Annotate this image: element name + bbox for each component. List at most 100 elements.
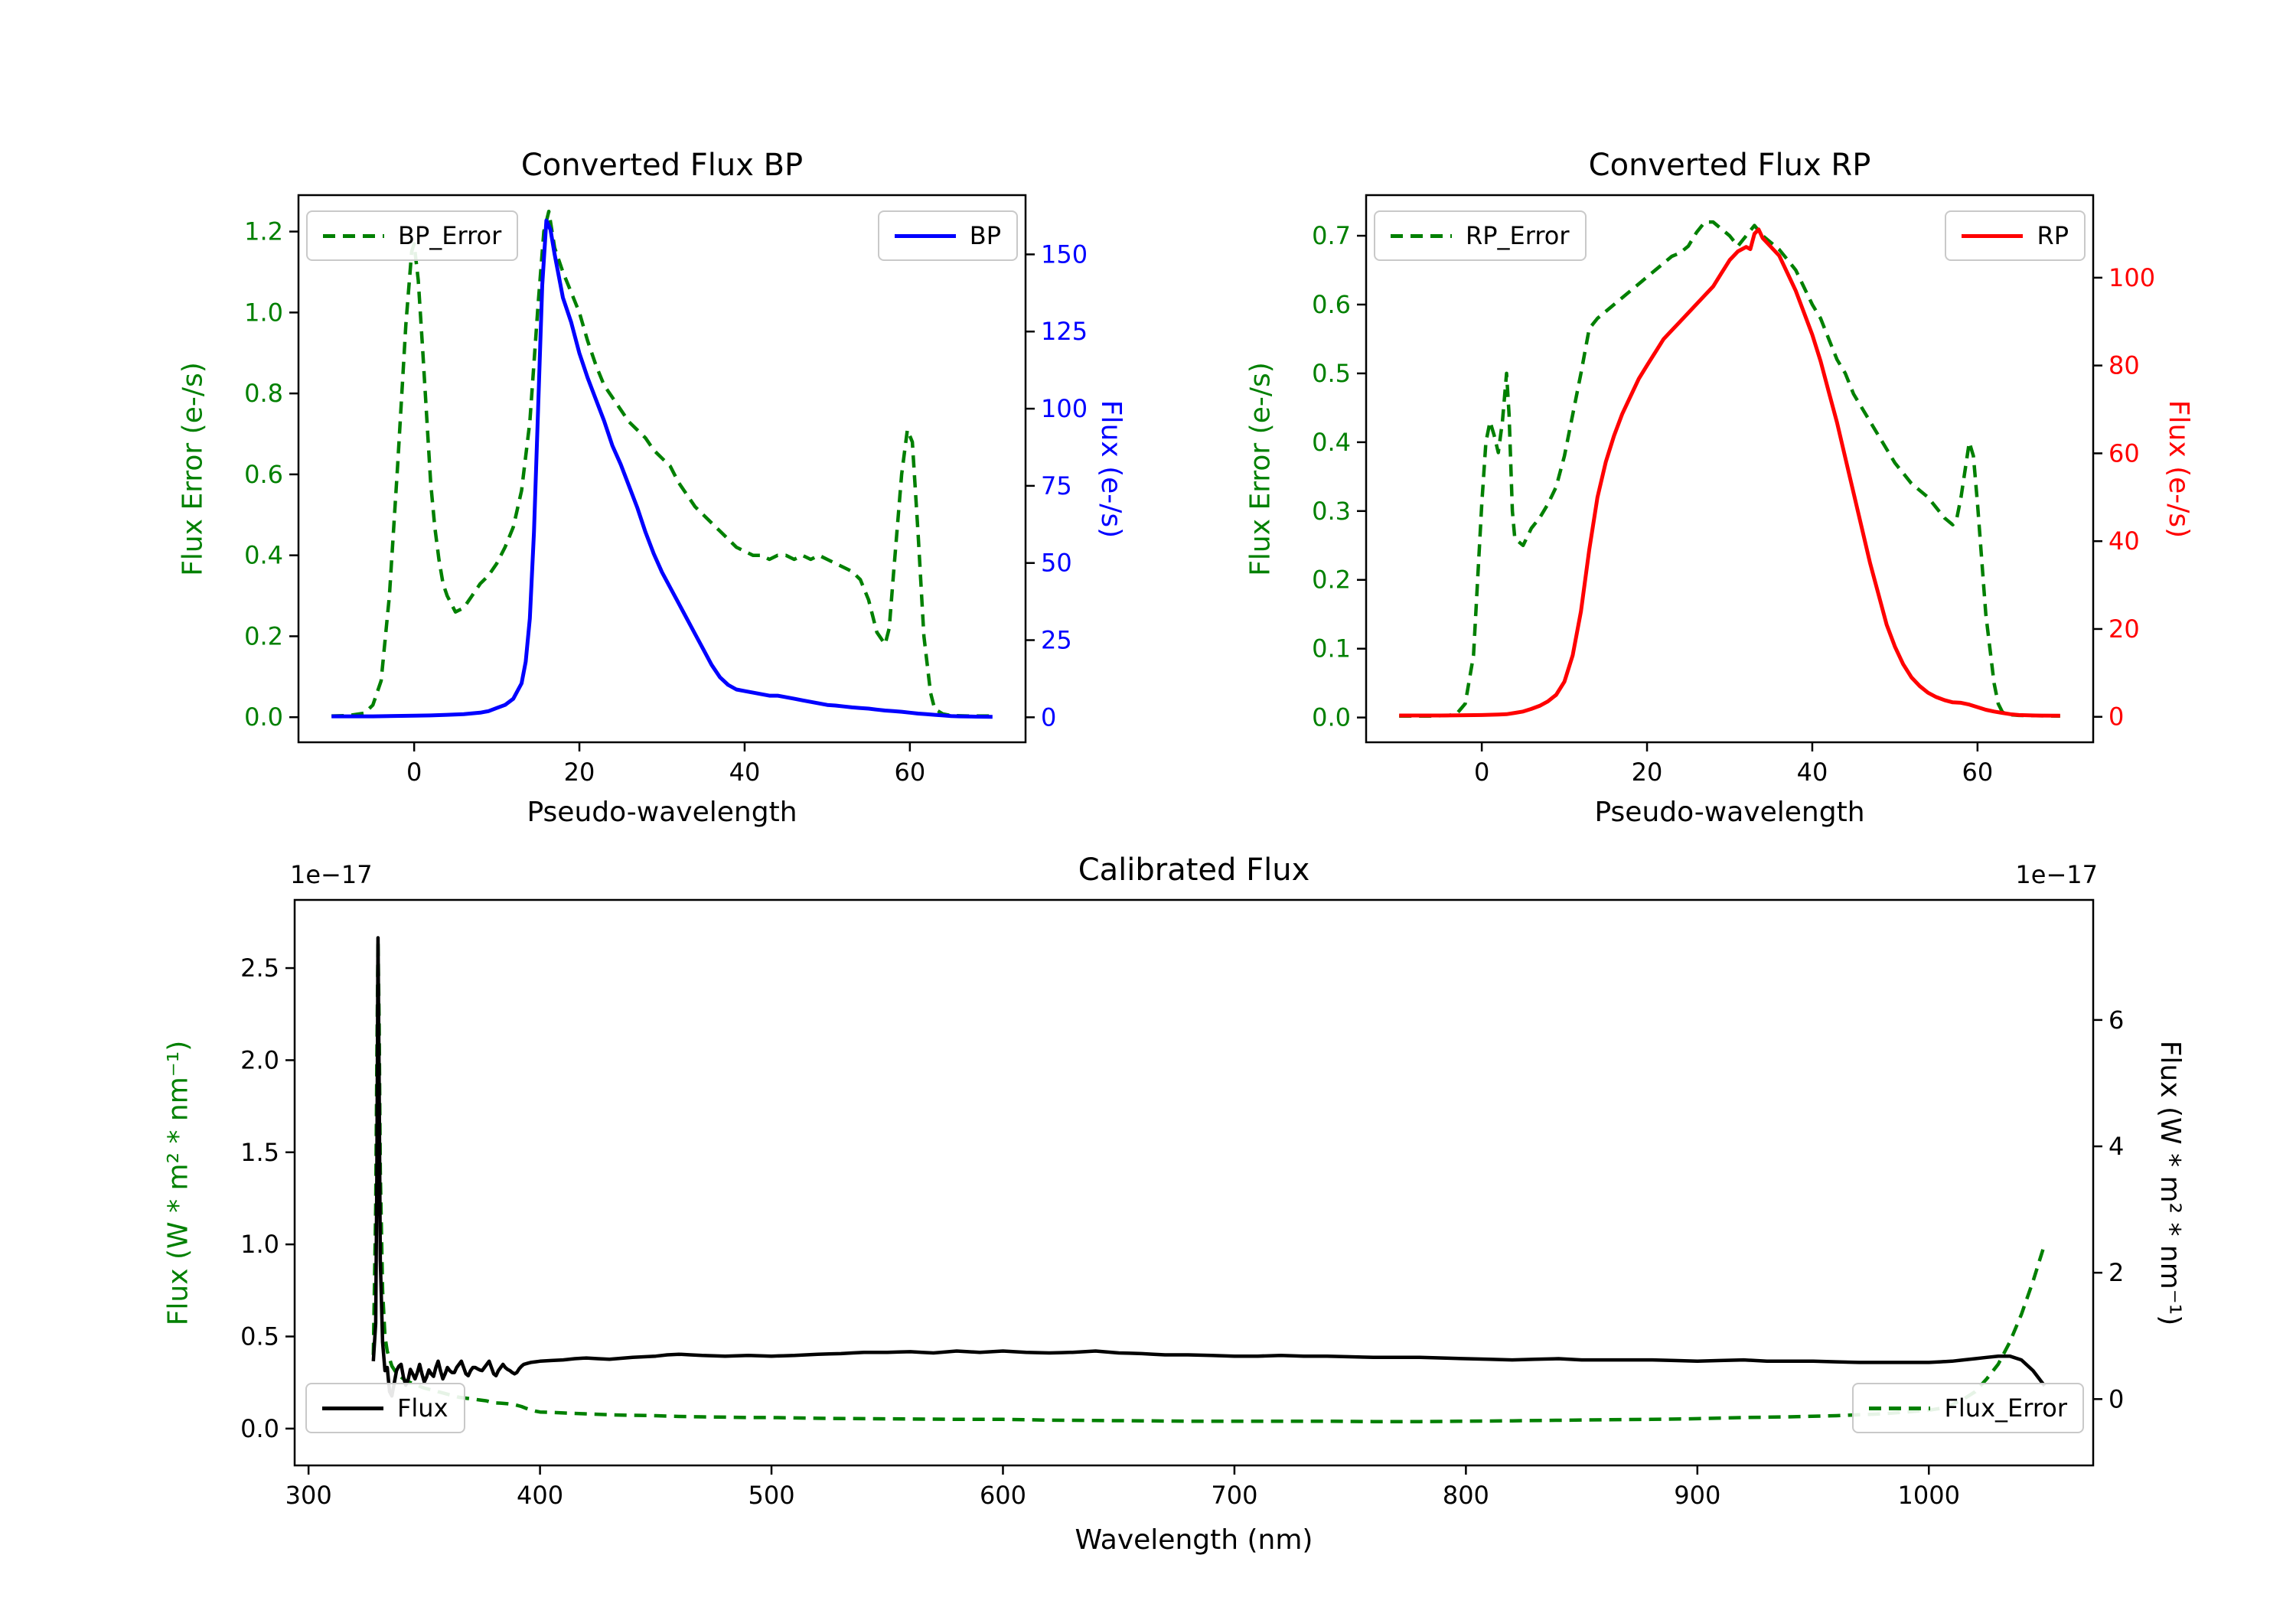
left-tick-label: 0.4 — [1312, 428, 1351, 457]
calibrated-axes-area: 300 400 500 600 700 800 900 1000 0.0 0.5 1.0 1.5 2.0… — [240, 898, 2124, 1510]
left-tick-label: 0.8 — [244, 379, 283, 408]
bp-error-legend-line-icon — [323, 233, 384, 238]
right-tick-label: 125 — [1041, 317, 1088, 346]
left-tick-label: 0.1 — [1312, 634, 1351, 663]
x-tick-label: 500 — [748, 1481, 794, 1510]
left-tick-label: 1.5 — [240, 1138, 279, 1167]
right-tick-label: 75 — [1041, 471, 1072, 500]
rp-line — [1399, 227, 2060, 718]
rp-legend-label: RP — [2037, 221, 2069, 250]
subplot-converted-flux-rp: Converted Flux RP Flux Error (e-/s) Flux… — [1245, 148, 2194, 828]
x-tick-label: 400 — [517, 1481, 563, 1510]
bp_error-line — [331, 209, 993, 718]
flux-error-legend-label: Flux_Error — [1944, 1393, 2067, 1423]
left-tick-label: 0.3 — [1312, 497, 1351, 526]
rp-error-legend-line-icon — [1391, 233, 1452, 238]
rp-error-legend: RP_Error — [1374, 210, 1587, 261]
rp-left-axis-label: Flux Error (e-/s) — [1244, 361, 1277, 576]
flux-legend: Flux — [305, 1383, 465, 1433]
rp-axes-area: 0 20 40 60 0.0 0.1 0.2 0.3 0.4 0.5 0.6 0.7 0 20 40 60 80… — [1312, 194, 2155, 787]
rp_error-line — [1399, 220, 2060, 719]
right-tick-label: 2 — [2108, 1258, 2124, 1287]
right-tick-label: 150 — [1041, 240, 1088, 269]
x-tick-label: 40 — [729, 758, 761, 787]
left-tick-label: 0.6 — [244, 460, 283, 489]
x-tick-label: 40 — [1797, 758, 1828, 787]
left-tick-label: 1.2 — [244, 217, 283, 246]
bp-error-legend: BP_Error — [306, 210, 519, 261]
x-tick-label: 800 — [1443, 1481, 1489, 1510]
right-axis-offset-text: 1e−17 — [2015, 860, 2098, 889]
left-tick-label: 2.0 — [240, 1045, 279, 1074]
left-tick-label: 0.0 — [1312, 703, 1351, 732]
rp-right-axis-label: Flux (e-/s) — [2162, 399, 2194, 538]
axes-frame — [297, 194, 1027, 744]
right-tick-label: 50 — [1041, 549, 1072, 578]
right-tick-label: 80 — [2108, 351, 2140, 380]
right-tick-label: 0 — [2108, 702, 2124, 732]
bp-x-axis-label: Pseudo-wavelength — [527, 797, 797, 828]
x-tick-label: 900 — [1674, 1481, 1720, 1510]
bp-legend-label: BP — [969, 221, 1001, 250]
x-tick-label: 20 — [1632, 758, 1663, 787]
x-tick-label: 60 — [1962, 758, 1994, 787]
right-tick-label: 100 — [2108, 263, 2155, 292]
x-tick-label: 20 — [564, 758, 595, 787]
x-tick-label: 300 — [285, 1481, 332, 1510]
x-tick-label: 600 — [980, 1481, 1026, 1510]
calibrated-x-axis-label: Wavelength (nm) — [1075, 1524, 1313, 1556]
calibrated-right-axis-label: Flux (W * m² * nm⁻¹) — [2154, 1040, 2187, 1325]
left-tick-label: 0.5 — [1312, 359, 1351, 388]
x-tick-label: 60 — [895, 758, 926, 787]
flux-legend-line-icon — [322, 1406, 383, 1410]
right-tick-label: 40 — [2108, 526, 2140, 556]
flux-error-legend-line-icon — [1869, 1406, 1931, 1410]
right-tick-label: 100 — [1041, 394, 1088, 423]
rp-x-axis-label: Pseudo-wavelength — [1594, 797, 1865, 828]
bp-right-axis-label: Flux (e-/s) — [1094, 399, 1127, 538]
bp-line — [331, 218, 993, 719]
right-tick-label: 20 — [2108, 614, 2140, 644]
left-tick-label: 1.0 — [240, 1230, 279, 1259]
calibrated-left-axis-label: Flux (W * m² * nm⁻¹) — [162, 1040, 194, 1325]
rp-plot-title: Converted Flux RP — [1588, 148, 1871, 183]
right-tick-label: 25 — [1041, 626, 1072, 655]
rp-legend-line-icon — [1962, 233, 2024, 238]
bp-error-legend-label: BP_Error — [398, 221, 502, 250]
x-tick-label: 0 — [406, 758, 422, 787]
left-tick-label: 2.5 — [240, 953, 279, 983]
flux-error-legend: Flux_Error — [1852, 1383, 2084, 1433]
flux-line — [371, 936, 2047, 1398]
left-tick-label: 0.5 — [240, 1322, 279, 1351]
axes-frame — [293, 898, 2095, 1467]
bp-left-axis-label: Flux Error (e-/s) — [177, 361, 209, 576]
left-tick-label: 0.7 — [1312, 221, 1351, 250]
right-tick-label: 6 — [2108, 1006, 2124, 1035]
left-axis-offset-text: 1e−17 — [290, 860, 373, 889]
axes-frame — [1365, 194, 2095, 744]
left-tick-label: 0.0 — [244, 702, 283, 732]
left-tick-label: 0.2 — [1312, 566, 1351, 595]
calibrated-plot-title: Calibrated Flux — [1078, 852, 1310, 888]
x-tick-label: 700 — [1211, 1481, 1257, 1510]
bp-plot-title: Converted Flux BP — [520, 148, 804, 183]
subplot-converted-flux-bp: Converted Flux BP Flux Error (e-/s) Flux… — [178, 148, 1127, 828]
left-tick-label: 0.6 — [1312, 290, 1351, 319]
right-tick-label: 0 — [1041, 702, 1056, 732]
right-tick-label: 4 — [2108, 1132, 2124, 1161]
left-tick-label: 1.0 — [244, 298, 283, 327]
bp-axes-area: 0 20 40 60 0.0 0.2 0.4 0.6 0.8 1.0 1.2 0 25 50 75 100 12… — [244, 194, 1088, 787]
left-tick-label: 0.0 — [240, 1414, 279, 1443]
flux_error-line — [371, 938, 2047, 1423]
right-tick-label: 0 — [2108, 1384, 2124, 1413]
rp-error-legend-label: RP_Error — [1466, 221, 1570, 250]
left-tick-label: 0.4 — [244, 541, 283, 570]
flux-legend-label: Flux — [397, 1393, 448, 1423]
x-tick-label: 0 — [1474, 758, 1489, 787]
rp-legend: RP — [1945, 210, 2086, 261]
subplot-calibrated-flux: Calibrated Flux 1e−17 1e−17 Flux (W * m²… — [163, 852, 2187, 1556]
bp-legend: BP — [877, 210, 1018, 261]
bp-legend-line-icon — [894, 233, 956, 238]
x-tick-label: 1000 — [1898, 1481, 1960, 1510]
